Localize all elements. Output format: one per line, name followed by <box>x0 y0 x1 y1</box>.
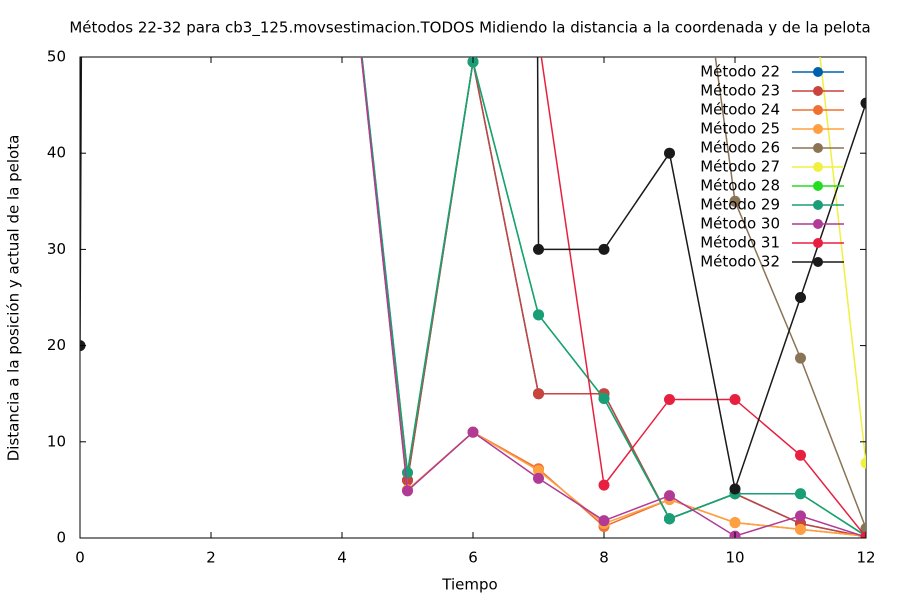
legend-label: Método 22 <box>700 63 780 81</box>
data-point <box>860 531 866 538</box>
series-line <box>360 57 866 537</box>
data-point <box>402 474 413 486</box>
data-point <box>533 472 544 484</box>
chart-title: Métodos 22-32 para cb3_125.movsestimacio… <box>69 19 870 38</box>
data-point <box>598 393 610 405</box>
x-tick-label: 8 <box>599 549 609 567</box>
legend-marker <box>813 200 823 210</box>
legend-marker <box>813 143 823 153</box>
legend-marker <box>813 219 823 229</box>
data-point <box>860 97 866 109</box>
data-point <box>729 483 741 495</box>
data-point <box>533 388 544 400</box>
legend-label: Método 32 <box>700 253 780 271</box>
legend-marker <box>813 124 823 134</box>
data-point <box>533 465 544 477</box>
data-point <box>795 510 806 522</box>
data-point <box>402 485 413 497</box>
legend-marker <box>813 181 823 191</box>
legend-marker <box>813 67 823 77</box>
data-point <box>402 467 413 479</box>
x-axis-label: Tiempo <box>441 576 497 594</box>
data-point <box>598 479 610 491</box>
x-tick-label: 6 <box>468 549 478 567</box>
legend-marker <box>813 238 823 248</box>
data-point <box>467 426 479 438</box>
y-tick-label: 10 <box>47 432 66 450</box>
data-point <box>664 147 675 159</box>
legend-label: Método 25 <box>700 120 780 138</box>
data-point <box>729 195 741 207</box>
legend-marker <box>813 86 823 96</box>
data-point <box>598 243 610 255</box>
series-line <box>360 57 866 538</box>
x-tick-label: 2 <box>206 549 216 567</box>
data-point <box>795 292 806 303</box>
data-point <box>664 513 675 525</box>
legend-label: Método 28 <box>700 177 780 195</box>
legend-label: Método 26 <box>700 139 780 157</box>
legend-marker <box>813 162 823 172</box>
data-point <box>533 243 544 255</box>
legend-marker <box>813 105 823 115</box>
y-tick-label: 50 <box>47 48 66 66</box>
legend-label: Método 31 <box>700 234 780 252</box>
legend-marker <box>813 257 823 267</box>
data-point <box>729 393 741 405</box>
plot-area <box>80 57 866 538</box>
series-line <box>361 57 866 537</box>
data-point <box>729 517 741 529</box>
legend-label: Método 30 <box>700 215 780 233</box>
y-tick-label: 40 <box>47 144 66 162</box>
data-point <box>598 515 610 527</box>
data-point <box>795 352 806 364</box>
legend-label: Método 27 <box>700 158 780 176</box>
series-line <box>360 57 866 538</box>
data-point <box>795 449 806 461</box>
series-line <box>714 57 866 529</box>
y-tick-label: 0 <box>56 529 66 547</box>
x-tick-label: 4 <box>337 549 347 567</box>
series-line <box>360 57 866 538</box>
series-line <box>819 57 866 464</box>
data-point <box>860 457 866 469</box>
data-point <box>795 523 806 535</box>
y-tick-label: 20 <box>47 336 66 354</box>
legend-label: Método 29 <box>700 196 780 214</box>
data-point <box>795 488 806 500</box>
data-point <box>533 309 544 321</box>
series-line <box>361 57 866 537</box>
x-tick-label: 12 <box>856 549 875 567</box>
x-tick-label: 10 <box>725 549 744 567</box>
series-line <box>360 57 866 537</box>
data-point <box>664 490 675 502</box>
legend-label: Método 24 <box>700 101 780 119</box>
y-axis-label: Distancia a la posición y actual de la p… <box>5 135 23 462</box>
series-line <box>540 57 866 538</box>
x-tick-label: 0 <box>75 549 85 567</box>
data-point <box>664 393 675 405</box>
legend-label: Método 23 <box>700 82 780 100</box>
y-tick-label: 30 <box>47 240 66 258</box>
